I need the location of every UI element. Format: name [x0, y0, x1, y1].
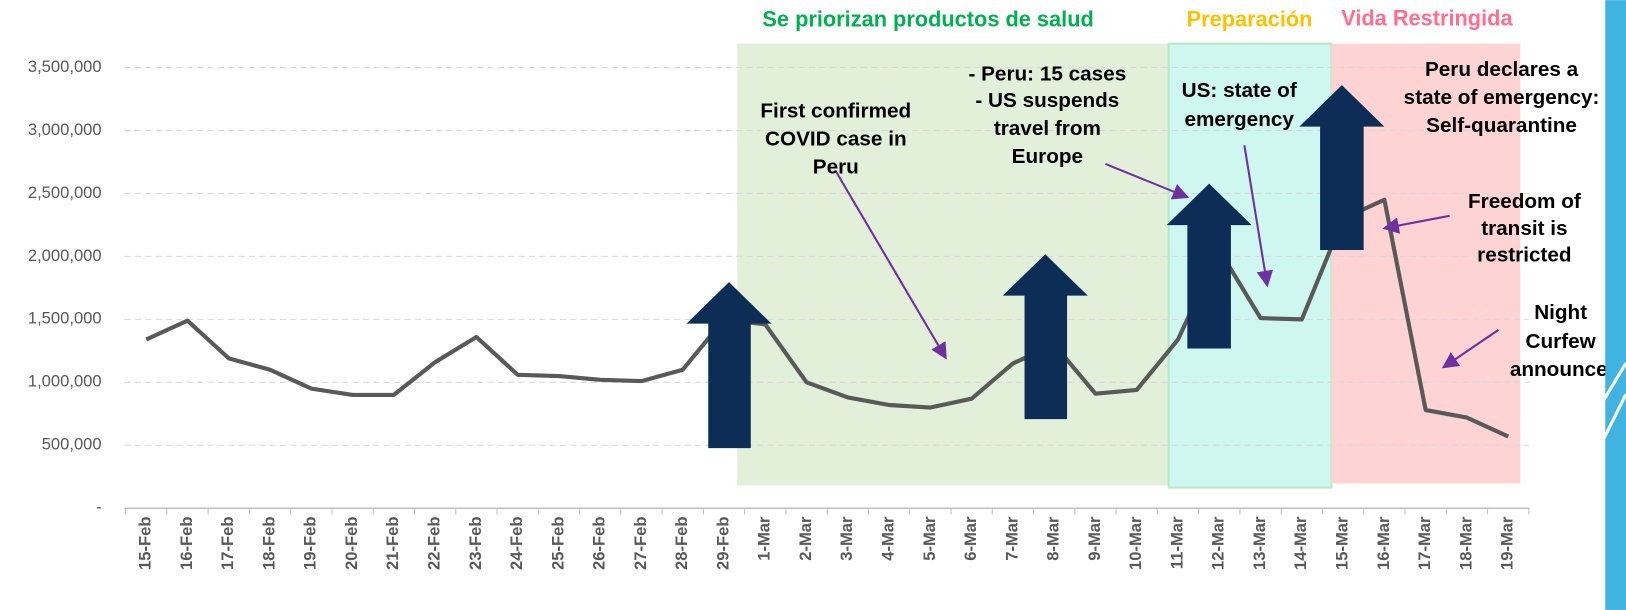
x-tick-label: 12-Mar — [1209, 516, 1228, 570]
annotation: emergency — [1184, 108, 1294, 131]
x-tick-label: 9-Mar — [1085, 516, 1104, 561]
up-arrow — [1002, 254, 1088, 420]
y-tick-label: 500,000 — [42, 435, 102, 454]
stripe — [1593, 362, 1626, 416]
pointer-arrows — [834, 145, 1500, 369]
regions — [737, 42, 1521, 489]
x-tick-label: 3-Mar — [837, 516, 856, 561]
x-tick-label: 8-Mar — [1044, 516, 1063, 561]
annotation: Peru — [813, 156, 859, 179]
annotation: - Peru: 15 cases — [968, 62, 1126, 85]
x-tick-label: 4-Mar — [878, 516, 897, 561]
x-tick-label: 11-Mar — [1167, 516, 1186, 569]
up-arrow — [686, 282, 772, 449]
x-tick-label: 23-Feb — [466, 517, 485, 570]
pointer — [1243, 145, 1274, 288]
annotation: transit is — [1481, 217, 1567, 240]
x-tick-label: 29-Feb — [713, 517, 732, 570]
up-arrow — [1299, 85, 1385, 251]
annotation: US: state of — [1182, 79, 1297, 102]
x-tick-label: 24-Feb — [507, 517, 526, 570]
annotation: restricted — [1477, 244, 1571, 267]
x-tick-label: 19-Feb — [301, 517, 320, 570]
x-tick-label: 2-Mar — [796, 516, 815, 561]
x-tick-label: 19-Mar — [1498, 516, 1517, 570]
x-tick-label: 10-Mar — [1126, 516, 1145, 570]
line-series — [145, 197, 1510, 439]
annotation: - US suspends — [975, 89, 1119, 112]
x-tick-label: 1-Mar — [755, 516, 774, 561]
arrows — [686, 85, 1385, 449]
labels: Se priorizan productos de salud Preparaci… — [760, 6, 1620, 381]
x-tick-label: 20-Feb — [342, 517, 361, 570]
x-tick-label: 7-Mar — [1002, 516, 1021, 561]
annotation: Self-quarantine — [1426, 114, 1577, 137]
pointer — [1105, 163, 1190, 200]
x-tick-label: 22-Feb — [424, 517, 443, 570]
x-tick-label: 27-Feb — [631, 517, 650, 570]
annotation: First confirmed — [760, 100, 911, 123]
x-tick-label: 6-Mar — [961, 516, 980, 561]
annotation: Europe — [1012, 145, 1083, 168]
y-tick-label: 2,000,000 — [28, 246, 102, 265]
up-arrow — [1166, 183, 1252, 349]
region-label: Vida Restringida — [1341, 6, 1513, 31]
plot — [145, 197, 1510, 439]
x-tick-label: 25-Feb — [548, 517, 567, 570]
x-tick-label: 17-Mar — [1415, 516, 1434, 570]
region-label: Preparación — [1187, 7, 1313, 32]
x-tick-label: 16-Mar — [1374, 516, 1393, 570]
y-tick-label: 1,000,000 — [28, 372, 102, 391]
y-tick-label: 3,000,000 — [28, 120, 102, 139]
x-tick-label: 17-Feb — [218, 517, 237, 570]
y-tick-label: 3,500,000 — [28, 57, 102, 76]
stripe — [1593, 393, 1626, 458]
y-tick-label: - — [96, 498, 102, 517]
y-tick-label: 1,500,000 — [28, 309, 102, 328]
annotation: Peru declares a — [1425, 58, 1579, 81]
stripe — [1605, 0, 1626, 610]
x-tick-label: 14-Mar — [1291, 516, 1310, 570]
x-tick-label: 15-Feb — [136, 517, 155, 570]
pointer — [1382, 214, 1450, 234]
x-tick-label: 5-Mar — [920, 516, 939, 561]
annotation: Night — [1534, 301, 1587, 324]
annotation: travel from — [994, 117, 1101, 140]
x-tick-label: 28-Feb — [672, 517, 691, 570]
x-tick-label: 13-Mar — [1250, 516, 1269, 570]
annotation: state of emergency: — [1404, 86, 1600, 109]
x-tick-label: 16-Feb — [177, 517, 196, 570]
pointer — [834, 170, 947, 360]
x-tick-label: 18-Mar — [1456, 516, 1475, 570]
y-tick-label: 2,500,000 — [28, 183, 102, 202]
x-tick-label: 26-Feb — [590, 517, 609, 570]
annotation: COVID case in — [765, 128, 907, 151]
edge-decoration — [1593, 0, 1626, 610]
x-tick-label: 15-Mar — [1332, 516, 1351, 570]
x-tick-label: 21-Feb — [383, 517, 402, 570]
region-label: Se priorizan productos de salud — [762, 7, 1093, 32]
annotation: announced — [1510, 358, 1621, 381]
x-tick-label: 18-Feb — [259, 517, 278, 570]
region-green — [737, 43, 1169, 486]
annotation: Freedom of — [1468, 190, 1581, 213]
pointer — [1441, 329, 1500, 369]
annotation: Curfew — [1526, 330, 1597, 353]
grid: - 500,000 1,000,000 1,500,000 2,000,000 2,500… — [28, 57, 1530, 570]
